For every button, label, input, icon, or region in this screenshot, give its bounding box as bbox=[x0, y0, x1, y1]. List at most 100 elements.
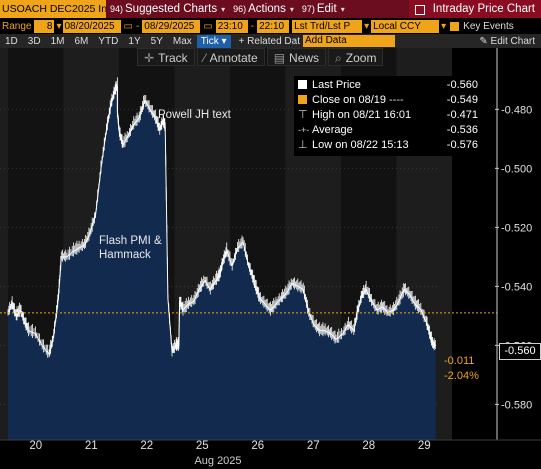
legend-value: -0.560 bbox=[446, 79, 478, 91]
track-label: Track bbox=[158, 51, 188, 65]
caret-down-icon: ▾ bbox=[340, 4, 345, 14]
key-events-label: Key Events bbox=[463, 20, 514, 32]
legend-low[interactable]: ⊥ Low on 08/22 15:13 -0.576 bbox=[298, 138, 482, 152]
menu-number: 94) bbox=[110, 4, 124, 14]
newspaper-icon: ▤ bbox=[273, 51, 286, 65]
x-tick-label: 22 bbox=[140, 440, 153, 452]
start-time-field[interactable]: 23:10 bbox=[215, 19, 248, 33]
menu-label: Suggested Charts bbox=[125, 3, 218, 15]
legend-average[interactable]: -+- Average -0.536 bbox=[298, 123, 482, 137]
period-5y[interactable]: 5Y bbox=[150, 35, 163, 47]
white-swatch-icon bbox=[298, 80, 307, 89]
annotate-button[interactable]: ⁄ Annotate bbox=[196, 48, 265, 66]
period-1y[interactable]: 1Y bbox=[128, 35, 141, 47]
period-bar: 1D 3D 1M 6M YTD 1Y 5Y Max Tick ▾ + Relat… bbox=[0, 34, 541, 48]
track-button[interactable]: ✛ Track bbox=[137, 48, 195, 66]
key-events-checkbox[interactable] bbox=[450, 21, 460, 31]
change-absolute: -0.011 bbox=[444, 355, 475, 367]
menu-number: 96) bbox=[233, 4, 247, 14]
menu-label: Edit bbox=[316, 3, 337, 15]
period-1d[interactable]: 1D bbox=[5, 35, 18, 47]
external-link-icon bbox=[414, 5, 425, 15]
intraday-price-chart-button[interactable]: Intraday Price Chart bbox=[408, 0, 541, 18]
range-bar: Range 8 ▾ 08/20/2025 ▭ - 08/29/2025 ▭ 23… bbox=[0, 18, 541, 34]
legend-label: Close on 08/19 bbox=[312, 94, 386, 106]
calendar-icon[interactable]: ▭ bbox=[123, 20, 133, 32]
title-bar: USOACH DEC2025 In 94) Suggested Charts ▾… bbox=[0, 0, 541, 18]
zoom-button[interactable]: ⌕ Zoom bbox=[328, 48, 384, 66]
y-tick-label: -0.520 bbox=[501, 222, 532, 234]
edit-menu[interactable]: 97) Edit ▾ bbox=[298, 0, 349, 18]
legend-label: Average bbox=[312, 124, 353, 136]
price-wicks bbox=[7, 77, 436, 358]
x-tick-label: 25 bbox=[196, 440, 209, 452]
legend-label: High on 08/21 16:01 bbox=[312, 109, 412, 121]
legend-value: -0.576 bbox=[446, 139, 478, 151]
period-6m[interactable]: 6M bbox=[74, 35, 89, 47]
start-date-field[interactable]: 08/20/2025 bbox=[62, 19, 121, 33]
news-label: News bbox=[289, 51, 320, 65]
edit-icon: ✎ bbox=[479, 35, 491, 47]
range-value-field[interactable]: 8 bbox=[34, 19, 55, 33]
magnifier-icon: ⌕ bbox=[335, 51, 342, 65]
legend-label: Low on 08/22 15:13 bbox=[312, 139, 409, 151]
low-marker-icon: ⊥ bbox=[298, 139, 308, 151]
related-data-button[interactable]: + Related Dat bbox=[238, 35, 300, 47]
zoom-label: Zoom bbox=[345, 51, 377, 65]
legend-label: Last Price bbox=[312, 79, 361, 91]
pencil-icon: ⁄ bbox=[203, 51, 206, 65]
price-chart[interactable]: -0.480-0.500-0.520-0.540-0.560-0.580 202… bbox=[0, 48, 541, 469]
y-tick-label: -0.500 bbox=[501, 163, 532, 175]
period-max[interactable]: Max bbox=[172, 35, 192, 47]
y-tick-label: -0.580 bbox=[501, 399, 532, 411]
period-1m[interactable]: 1M bbox=[50, 35, 65, 47]
caret-down-icon: ▾ bbox=[221, 4, 226, 14]
annotation-hammack[interactable]: Hammack bbox=[99, 249, 151, 261]
actions-menu[interactable]: 96) Actions ▾ bbox=[229, 0, 298, 18]
chevron-down-icon[interactable]: ▾ bbox=[364, 20, 370, 32]
annotation-flash-pmi[interactable]: Flash PMI & bbox=[99, 235, 162, 247]
orange-swatch-icon bbox=[298, 95, 307, 104]
y-tick-label: -0.480 bbox=[501, 104, 532, 116]
legend-close[interactable]: Close on 08/19 ---- -0.549 bbox=[298, 93, 482, 107]
x-tick-label: 29 bbox=[418, 440, 431, 452]
legend-value: -0.536 bbox=[446, 124, 478, 136]
interval-select[interactable]: Tick ▾ bbox=[196, 34, 231, 48]
legend-value: -0.549 bbox=[446, 94, 478, 106]
period-ytd[interactable]: YTD bbox=[98, 35, 119, 47]
average-marker-icon: -+- bbox=[298, 125, 310, 135]
legend-value: -0.471 bbox=[446, 109, 478, 121]
edit-chart-button[interactable]: ✎ Edit Chart bbox=[479, 36, 541, 47]
legend-high[interactable]: ⊤ High on 08/21 16:01 -0.471 bbox=[298, 108, 482, 122]
x-axis-title: Aug 2025 bbox=[194, 455, 241, 467]
calendar-icon[interactable]: ▭ bbox=[203, 20, 213, 32]
price-area bbox=[8, 85, 436, 440]
legend: Last Price -0.560 Close on 08/19 ---- -0… bbox=[294, 76, 486, 156]
add-data-input[interactable]: Add Data bbox=[303, 35, 395, 47]
y-tick-label: -0.540 bbox=[501, 281, 532, 293]
range-separator: - bbox=[135, 20, 140, 32]
high-marker-icon: ⊤ bbox=[298, 109, 308, 121]
x-tick-label: 27 bbox=[307, 440, 320, 452]
time-separator: - bbox=[250, 20, 255, 32]
chevron-down-icon[interactable]: ▾ bbox=[441, 20, 447, 32]
chart-tool-row: ✛ Track ⁄ Annotate ▤ News ⌕ Zoom bbox=[137, 48, 384, 66]
day-band bbox=[0, 48, 8, 440]
edit-chart-label: Edit Chart bbox=[490, 35, 535, 47]
period-3d[interactable]: 3D bbox=[27, 35, 41, 47]
end-time-field[interactable]: 22:10 bbox=[257, 19, 290, 33]
end-date-field[interactable]: 08/29/2025 bbox=[142, 19, 201, 33]
news-button[interactable]: ▤ News bbox=[266, 48, 327, 66]
caret-down-icon: ▾ bbox=[289, 4, 294, 14]
range-dropdown-icon[interactable]: ▾ bbox=[56, 20, 62, 32]
x-tick-label: 21 bbox=[85, 440, 98, 452]
x-tick-label: 26 bbox=[251, 440, 264, 452]
suggested-charts-menu[interactable]: 94) Suggested Charts ▾ bbox=[106, 0, 229, 18]
currency-select[interactable]: Local CCY bbox=[371, 19, 440, 33]
annotation-powell[interactable]: Powell JH text bbox=[158, 109, 231, 121]
crosshair-icon: ✛ bbox=[144, 51, 155, 65]
ticker-field[interactable]: USOACH DEC2025 In bbox=[0, 0, 106, 18]
last-price-badge: -0.560 bbox=[499, 343, 541, 360]
legend-last-price[interactable]: Last Price -0.560 bbox=[298, 78, 482, 92]
price-type-select[interactable]: Lst Trd/Lst P bbox=[292, 19, 363, 33]
